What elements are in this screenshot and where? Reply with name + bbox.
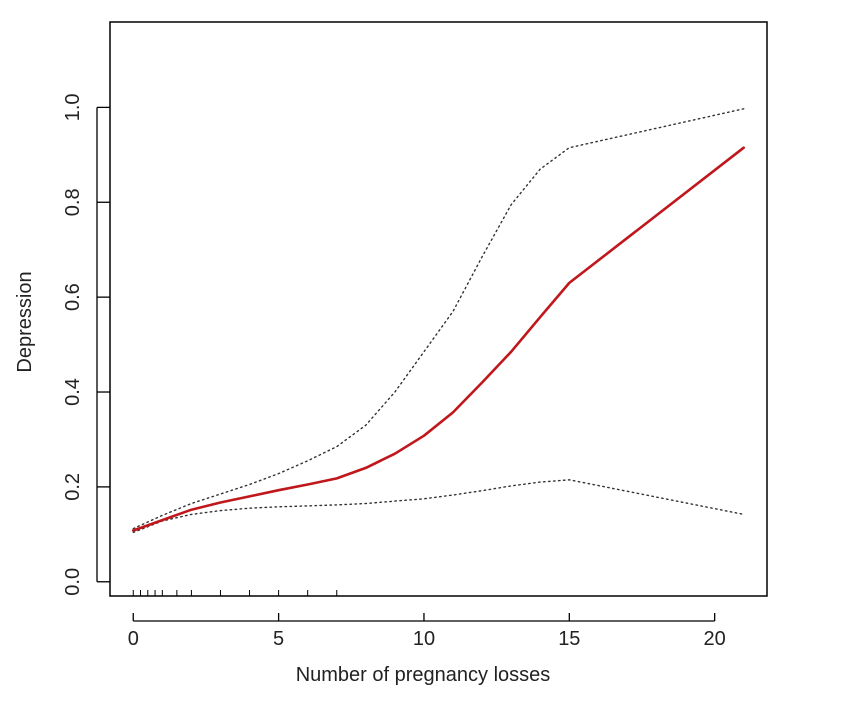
x-tick-label: 5 — [273, 628, 284, 650]
lower-confidence-line — [132, 479, 745, 534]
y-axis-title: Depression — [14, 271, 36, 372]
x-tick-label: 20 — [704, 628, 726, 650]
upper-confidence-line — [132, 108, 745, 530]
y-tick-label: 0.2 — [62, 473, 84, 501]
estimate-line-group — [132, 146, 746, 532]
confidence-interval-lines — [132, 108, 745, 534]
y-tick-label: 1.0 — [62, 93, 84, 121]
y-tick-label: 0.4 — [62, 378, 84, 406]
y-tick-label: 0.6 — [62, 283, 84, 311]
y-tick-label: 0.8 — [62, 188, 84, 216]
y-axis: 0.0 0.2 0.4 0.6 0.8 1.0 — [62, 93, 110, 596]
x-tick-label: 10 — [413, 628, 435, 650]
x-axis: 0 5 10 15 20 — [128, 613, 726, 650]
x-tick-label: 15 — [558, 628, 580, 650]
y-tick-label: 0.0 — [62, 568, 84, 596]
plot-frame — [109, 21, 768, 597]
x-tick-label: 0 — [128, 628, 139, 650]
rug-ticks — [132, 590, 338, 596]
x-axis-title: Number of pregnancy losses — [296, 664, 551, 686]
estimate-line — [132, 146, 746, 532]
